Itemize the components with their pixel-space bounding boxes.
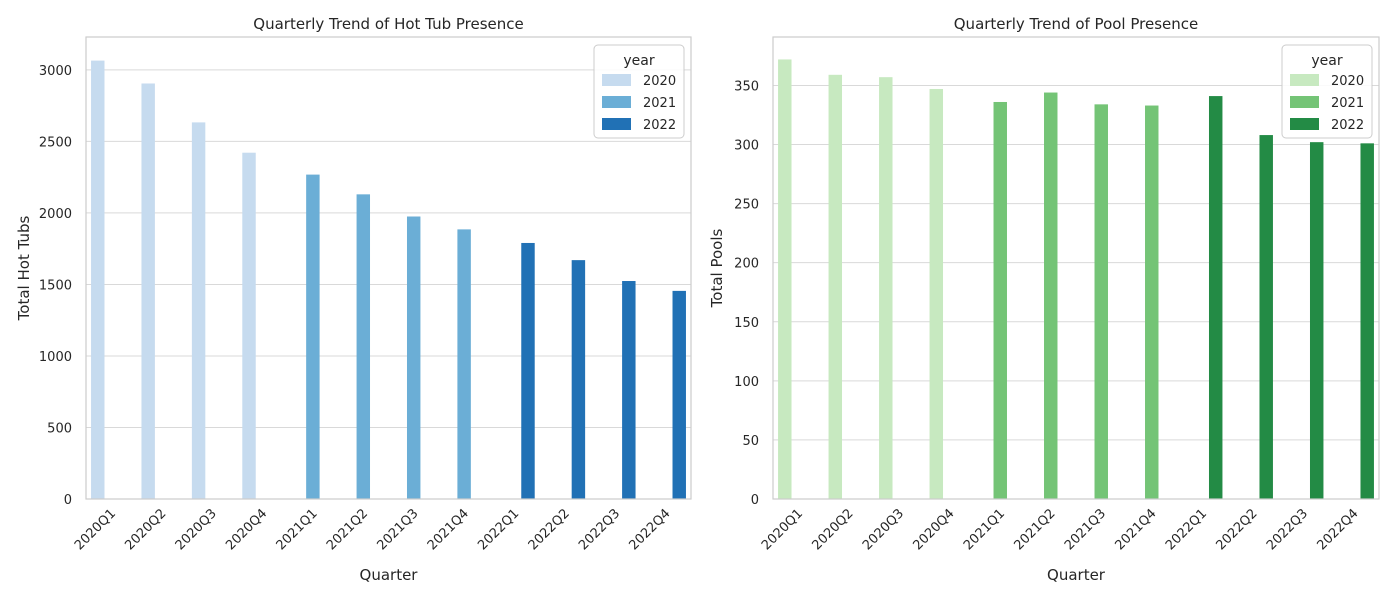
legend-label-2020: 2020 — [643, 74, 676, 89]
x-tick-label: 2022Q4 — [1314, 506, 1361, 553]
y-tick-label: 1000 — [39, 350, 72, 365]
x-tick-label: 2021Q2 — [324, 506, 371, 553]
bar-2020-2020Q1 — [778, 59, 792, 499]
y-axis-label: Total Hot Tubs — [15, 216, 33, 322]
bar-2022-2022Q1 — [1208, 96, 1223, 499]
y-tick-label: 2500 — [39, 135, 72, 150]
bar-2021-2021Q2 — [1044, 92, 1058, 500]
y-tick-label: 3000 — [39, 64, 72, 79]
x-tick-label: 2022Q4 — [627, 506, 674, 553]
x-tick-label: 2021Q3 — [1062, 506, 1109, 553]
bar-2022-2022Q2 — [571, 260, 586, 499]
chart-title: Quarterly Trend of Pool Presence — [954, 15, 1198, 33]
x-tick-label: 2021Q3 — [374, 506, 421, 553]
legend-swatch-2020 — [1290, 74, 1319, 86]
y-tick-label: 250 — [734, 198, 759, 213]
x-tick-label: 2021Q4 — [425, 506, 472, 553]
y-tick-label: 0 — [751, 493, 759, 508]
legend-swatch-2022 — [1290, 118, 1319, 130]
legend-label-2021: 2021 — [1331, 96, 1364, 111]
x-tick-label: 2021Q2 — [1011, 506, 1058, 553]
x-tick-label: 2020Q2 — [122, 506, 169, 553]
x-tick-label: 2022Q3 — [576, 506, 623, 553]
plot-frame — [772, 36, 1380, 500]
bar-2021-2021Q2 — [356, 194, 371, 499]
y-tick-label: 1500 — [39, 278, 72, 293]
y-tick-label: 0 — [64, 493, 72, 508]
y-tick-label: 50 — [742, 434, 759, 449]
y-tick-label: 500 — [47, 421, 72, 436]
legend-label-2022: 2022 — [1331, 118, 1364, 133]
bar-2020-2020Q3 — [191, 122, 206, 500]
x-tick-label: 2022Q2 — [1213, 506, 1260, 553]
x-tick-label: 2020Q1 — [759, 506, 806, 553]
x-tick-label: 2020Q3 — [173, 506, 220, 553]
bar-2022-2022Q4 — [672, 290, 686, 499]
x-tick-label: 2022Q1 — [475, 506, 522, 553]
bar-2021-2021Q3 — [406, 216, 421, 499]
bar-2020-2020Q2 — [828, 74, 843, 500]
legend: year 2020 2021 2022 — [593, 44, 685, 139]
legend-label-2021: 2021 — [643, 96, 676, 111]
bar-2020-2020Q4 — [242, 152, 256, 500]
legend-swatch-2020 — [602, 74, 631, 86]
bar-2021-2021Q1 — [306, 174, 320, 499]
legend-swatch-2022 — [602, 118, 631, 130]
legend-box — [1281, 44, 1373, 139]
bar-2020-2020Q1 — [91, 60, 105, 500]
x-axis-label: Quarter — [1047, 566, 1106, 584]
x-tick-label: 2021Q1 — [961, 506, 1008, 553]
bar-2020-2020Q3 — [879, 77, 893, 499]
y-tick-label: 350 — [734, 79, 759, 94]
y-tick-label: 100 — [734, 375, 759, 390]
bar-2022-2022Q4 — [1360, 143, 1374, 499]
bar-2020-2020Q2 — [141, 83, 155, 499]
bar-2021-2021Q3 — [1094, 104, 1108, 500]
bar-2022-2022Q3 — [1309, 142, 1324, 499]
bar-2022-2022Q3 — [622, 281, 636, 499]
bar-2021-2021Q4 — [457, 229, 471, 499]
y-tick-label: 2000 — [39, 207, 72, 222]
x-tick-label: 2020Q4 — [910, 506, 957, 553]
legend: year 2020 2021 2022 — [1281, 44, 1373, 139]
y-axis-label: Total Pools — [708, 228, 726, 308]
bar-2022-2022Q2 — [1259, 135, 1273, 500]
legend-swatch-2021 — [602, 96, 631, 108]
chart-title: Quarterly Trend of Hot Tub Presence — [253, 15, 523, 33]
legend-swatch-2021 — [1290, 96, 1319, 108]
x-tick-label: 2020Q4 — [223, 506, 270, 553]
legend-box — [593, 44, 685, 139]
x-tick-label: 2022Q1 — [1163, 506, 1210, 553]
y-tick-label: 150 — [734, 316, 759, 331]
x-tick-label: 2022Q2 — [526, 506, 573, 553]
legend-label-2020: 2020 — [1331, 74, 1364, 89]
plot-frame — [85, 36, 692, 500]
x-tick-label: 2022Q3 — [1264, 506, 1311, 553]
bar-2020-2020Q4 — [929, 88, 944, 499]
bar-2021-2021Q4 — [1145, 105, 1159, 499]
legend-title: year — [623, 53, 654, 69]
legend-label-2022: 2022 — [643, 118, 676, 133]
x-tick-label: 2020Q3 — [860, 506, 907, 553]
y-tick-label: 300 — [734, 139, 759, 154]
x-axis-label: Quarter — [360, 566, 419, 584]
x-tick-label: 2020Q2 — [809, 506, 856, 553]
x-tick-label: 2020Q1 — [72, 506, 119, 553]
bar-2021-2021Q1 — [993, 101, 1007, 499]
legend-title: year — [1311, 53, 1342, 69]
x-tick-label: 2021Q1 — [274, 506, 321, 553]
bar-2022-2022Q1 — [521, 242, 535, 499]
y-tick-label: 200 — [734, 257, 759, 272]
x-tick-label: 2021Q4 — [1112, 506, 1159, 553]
